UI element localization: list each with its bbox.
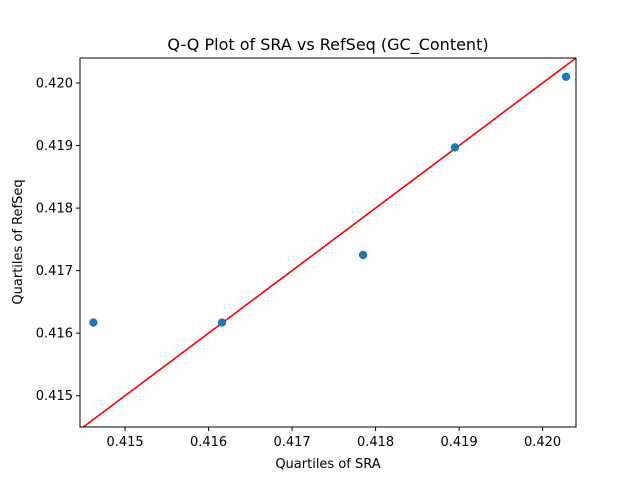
y-tick-label: 0.418 xyxy=(36,202,73,217)
y-tick-label: 0.415 xyxy=(36,389,73,404)
data-point xyxy=(358,250,368,260)
chart-title: Q-Q Plot of SRA vs RefSeq (GC_Content) xyxy=(167,35,488,55)
x-tick-label: 0.417 xyxy=(273,435,310,450)
x-tick-label: 0.419 xyxy=(440,435,477,450)
y-tick-label: 0.417 xyxy=(36,264,73,279)
x-tick-label: 0.415 xyxy=(106,435,143,450)
y-axis-label: Quartiles of RefSeq xyxy=(11,179,26,304)
x-tick-label: 0.418 xyxy=(357,435,394,450)
x-axis-ticks: 0.415 0.416 0.417 0.418 0.419 0.420 xyxy=(106,427,561,450)
data-point xyxy=(89,318,98,327)
data-point xyxy=(561,72,571,81)
data-point xyxy=(217,318,227,327)
y-tick-label: 0.416 xyxy=(36,327,73,342)
axes-frame xyxy=(79,57,577,428)
x-tick-label: 0.420 xyxy=(524,435,561,450)
data-point xyxy=(450,143,460,152)
y-axis-ticks: 0.415 0.416 0.417 0.418 0.419 0.420 xyxy=(36,77,80,404)
points-layer xyxy=(89,72,571,327)
x-axis-label: Quartiles of SRA xyxy=(275,457,380,472)
y-tick-label: 0.419 xyxy=(36,139,73,154)
y-tick-label: 0.420 xyxy=(36,77,73,92)
x-tick-label: 0.416 xyxy=(190,435,227,450)
